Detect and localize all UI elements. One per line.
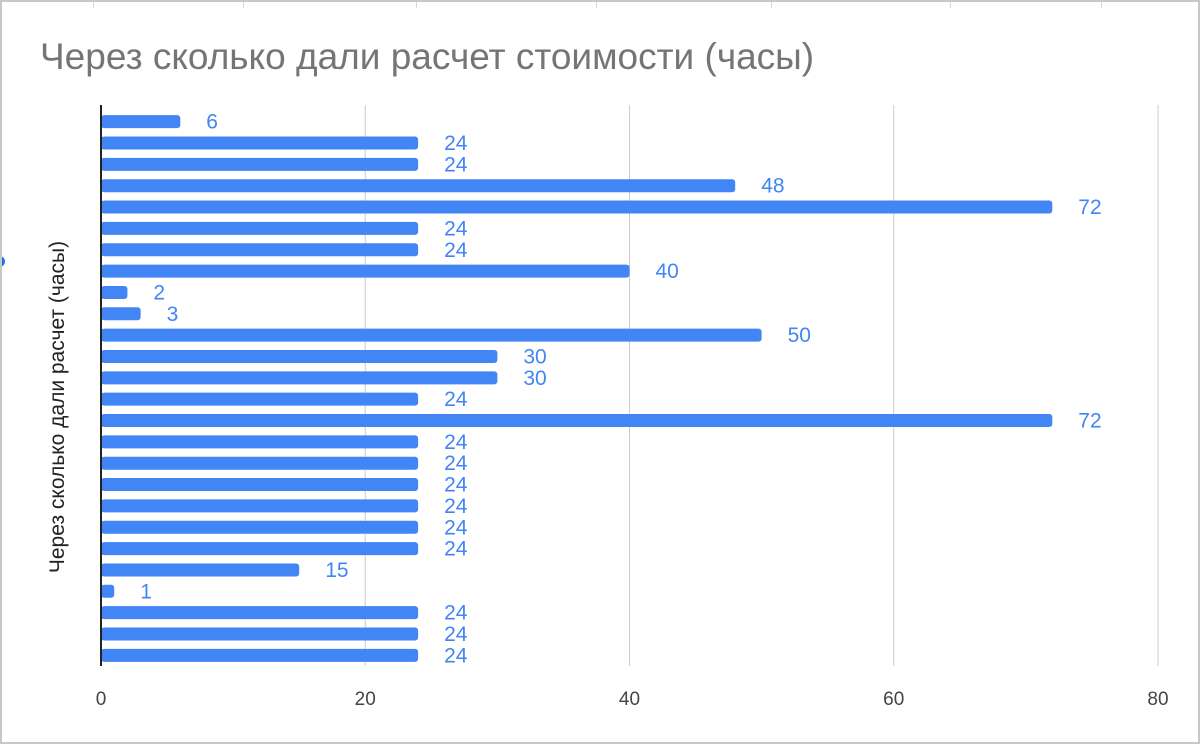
bar[interactable]: [101, 584, 115, 598]
bar[interactable]: [101, 221, 419, 235]
bar[interactable]: [101, 435, 419, 449]
bar[interactable]: [101, 200, 1053, 214]
bar-value-label: 24: [444, 132, 468, 155]
bar[interactable]: [101, 606, 419, 620]
bar-value-label: 72: [1078, 196, 1101, 219]
bar[interactable]: [101, 157, 419, 171]
bar[interactable]: [101, 264, 630, 278]
bar-value-label: 50: [788, 324, 811, 347]
top-strip-line: [93, 0, 94, 8]
bar-value-label: 3: [167, 303, 179, 326]
bar[interactable]: [101, 115, 181, 129]
bar-value-label: 24: [444, 452, 468, 475]
bar-value-label: 24: [444, 602, 468, 625]
x-tick-label: 0: [96, 689, 107, 710]
bar-value-label: 24: [444, 538, 468, 561]
bar[interactable]: [101, 285, 128, 299]
bar-value-label: 72: [1078, 410, 1101, 433]
top-strip-line: [771, 0, 772, 8]
top-strip-line: [243, 0, 244, 8]
bar-value-label: 40: [656, 260, 679, 283]
bar[interactable]: [101, 542, 419, 556]
bar[interactable]: [101, 520, 419, 534]
top-strip-line: [416, 0, 417, 8]
top-strip-line: [950, 0, 951, 8]
bar[interactable]: [101, 499, 419, 513]
top-strip-line: [1101, 0, 1102, 8]
bar-value-label: 24: [444, 516, 468, 539]
bar[interactable]: [101, 243, 419, 257]
x-tick-label: 80: [1147, 689, 1168, 710]
bar[interactable]: [101, 648, 419, 662]
bar-value-label: 2: [153, 281, 165, 304]
bar-value-label: 24: [444, 644, 468, 667]
bar-value-label: 24: [444, 431, 468, 454]
bar[interactable]: [101, 349, 498, 363]
bar[interactable]: [101, 627, 419, 641]
bar[interactable]: [101, 392, 419, 406]
chart-title: Через сколько дали расчет стоимости (час…: [40, 36, 815, 77]
bar[interactable]: [101, 478, 419, 492]
bar-value-label: 15: [325, 559, 348, 582]
bar-value-label: 1: [140, 580, 152, 603]
bar-value-label: 24: [444, 474, 468, 497]
bar-value-label: 24: [444, 388, 468, 411]
bar[interactable]: [101, 179, 736, 193]
bar-value-label: 30: [523, 367, 546, 390]
bar[interactable]: [101, 328, 762, 342]
x-tick-label: 40: [619, 689, 640, 710]
bar[interactable]: [101, 136, 419, 150]
bar-value-label: 24: [444, 623, 468, 646]
x-tick-label: 20: [355, 689, 376, 710]
bar-value-label: 24: [444, 217, 468, 240]
top-strip-line: [596, 0, 597, 8]
bar[interactable]: [101, 307, 141, 321]
bar[interactable]: [101, 456, 419, 470]
bar-value-label: 24: [444, 495, 468, 518]
bar-value-label: 24: [444, 239, 468, 262]
selection-handle[interactable]: [0, 256, 5, 267]
bar-value-label: 30: [523, 345, 546, 368]
bar-value-label: 48: [761, 175, 784, 198]
bar[interactable]: [101, 371, 498, 385]
x-tick-label: 60: [883, 689, 904, 710]
bar-value-label: 6: [206, 111, 218, 134]
bar[interactable]: [101, 563, 300, 577]
bar[interactable]: [101, 414, 1053, 428]
bar-value-label: 24: [444, 153, 468, 176]
